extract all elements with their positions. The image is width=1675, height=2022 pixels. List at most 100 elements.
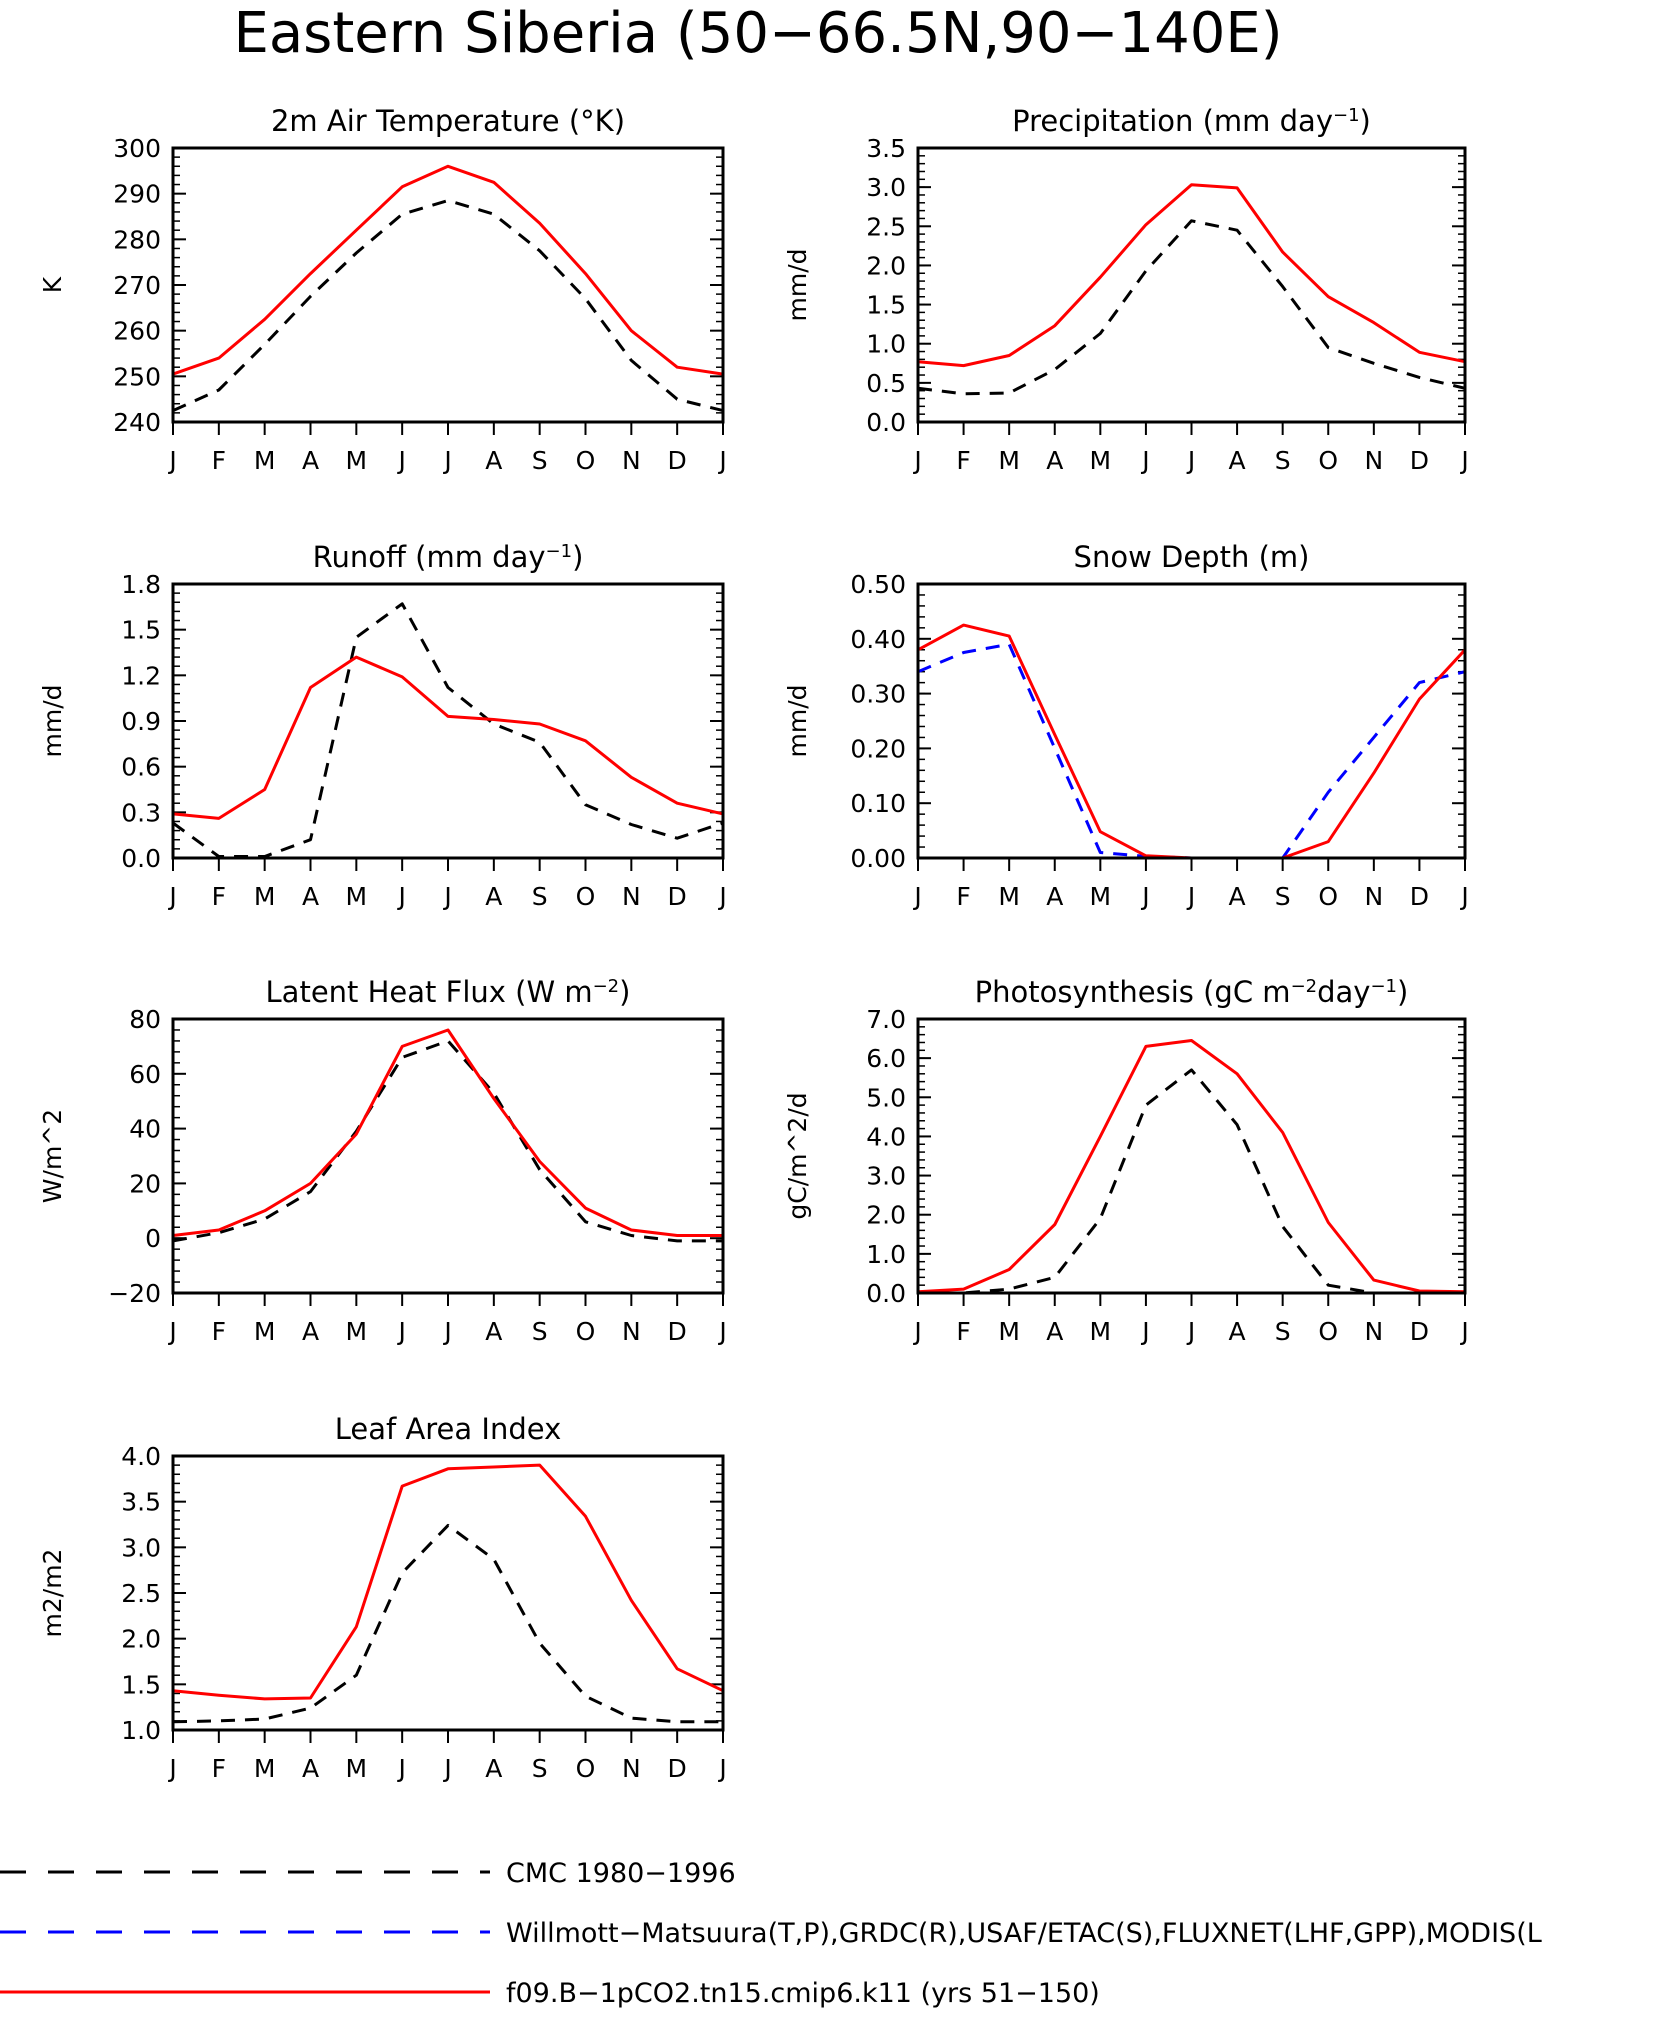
panel-photosynthesis: Photosynthesis (gC m−2day−1) gC/m^2/d 0.0 1… <box>783 975 1469 1346</box>
y-tick-label: 250 <box>113 362 161 391</box>
x-tick-label: J <box>1186 882 1195 911</box>
y-tick-label: 1.8 <box>121 570 161 599</box>
y-tick-label: 0.40 <box>850 625 906 654</box>
y-tick-label: 1.5 <box>866 291 906 320</box>
x-tick-label: A <box>1046 446 1063 475</box>
x-tick-label: D <box>668 446 687 475</box>
x-tick-label: M <box>346 882 368 911</box>
panel-title: Runoff (mm day−1) <box>313 540 584 574</box>
x-tick-label: J <box>442 882 451 911</box>
x-tick-label: N <box>622 1754 641 1783</box>
x-tick-label: J <box>912 446 921 475</box>
x-tick-label: S <box>1275 882 1291 911</box>
y-tick-label: 2.0 <box>866 1201 906 1230</box>
y-tick-label: 80 <box>129 1005 161 1034</box>
x-tick-label: F <box>212 1754 226 1783</box>
y-axis-label: mm/d <box>38 685 67 758</box>
y-tick-label: 0.0 <box>866 1279 906 1308</box>
x-tick-label: O <box>1318 882 1338 911</box>
y-tick-label: 1.5 <box>121 616 161 645</box>
x-tick-label: J <box>442 1317 451 1346</box>
series-line-model <box>917 1039 1466 1294</box>
y-tick-label: 290 <box>113 180 161 209</box>
x-tick-label: J <box>396 1754 405 1783</box>
x-tick-label: J <box>167 1317 176 1346</box>
x-tick-label: O <box>576 446 596 475</box>
y-axis-label: m2/m2 <box>38 1549 67 1638</box>
y-tick-label: 1.0 <box>866 1240 906 1269</box>
x-tick-label: J <box>717 882 726 911</box>
x-tick-label: A <box>1046 882 1063 911</box>
y-tick-label: 0.5 <box>866 369 906 398</box>
x-tick-label: F <box>212 882 226 911</box>
y-tick-label: −20 <box>108 1279 161 1308</box>
x-tick-label: N <box>1364 882 1383 911</box>
panels: 2m Air Temperature (°K) K 240 250 260 270 280 2… <box>38 104 1469 1783</box>
x-tick-label: A <box>1229 882 1246 911</box>
x-tick-label: J <box>396 882 405 911</box>
x-tick-label: D <box>668 1754 687 1783</box>
x-tick-label: D <box>668 882 687 911</box>
series-line-model <box>172 1028 723 1237</box>
x-tick-label: M <box>998 1317 1020 1346</box>
panel-title-superscript: −1 <box>1370 976 1397 997</box>
legend-label-cmc: CMC 1980−1996 <box>506 1858 736 1889</box>
y-tick-label: 260 <box>113 317 161 346</box>
y-tick-label: 20 <box>129 1169 161 1198</box>
x-tick-label: F <box>956 882 970 911</box>
y-tick-label: 0.0 <box>866 408 906 437</box>
x-tick-label: O <box>1318 1317 1338 1346</box>
series-line-cmc <box>172 602 724 858</box>
y-tick-label: 270 <box>113 271 161 300</box>
figure-title: Eastern Siberia (50−66.5N,90−140E) <box>233 1 1282 66</box>
y-tick-label: 240 <box>113 408 161 437</box>
y-tick-label: 4.0 <box>121 1442 161 1471</box>
x-tick-label: A <box>485 1754 502 1783</box>
panel-title: Photosynthesis (gC m−2day−1) <box>975 975 1409 1009</box>
x-tick-label: J <box>717 446 726 475</box>
y-tick-label: 5.0 <box>866 1083 906 1112</box>
x-tick-label: M <box>254 1754 276 1783</box>
series-line-model <box>917 623 1467 860</box>
plot-frame <box>916 146 1467 424</box>
x-tick-label: M <box>254 882 276 911</box>
x-tick-label: S <box>532 1754 548 1783</box>
panel-title: Precipitation (mm day−1) <box>1012 104 1371 138</box>
x-tick-label: F <box>212 1317 226 1346</box>
y-tick-label: 0.10 <box>850 789 906 818</box>
series-line-model <box>917 183 1466 368</box>
series-line-cmc <box>172 1523 723 1724</box>
y-tick-label: 2.5 <box>866 212 906 241</box>
x-tick-label: D <box>1410 1317 1429 1346</box>
y-tick-label: 2.0 <box>121 1625 161 1654</box>
x-tick-label: N <box>622 882 641 911</box>
x-tick-label: A <box>1229 1317 1246 1346</box>
x-tick-label: M <box>254 446 276 475</box>
panel-leaf-area-index: Leaf Area Index m2/m2 1.0 1.5 2.0 2.5 3.0 3.5 4.… <box>38 1412 727 1783</box>
panel-title-part: ) <box>1397 975 1408 1009</box>
series-line-model <box>172 1463 724 1701</box>
x-tick-label: S <box>1275 446 1291 475</box>
x-tick-label: J <box>167 1754 176 1783</box>
x-tick-label: J <box>717 1317 726 1346</box>
y-tick-label: 0.00 <box>850 844 906 873</box>
x-tick-label: A <box>1229 446 1246 475</box>
y-tick-label: 60 <box>129 1060 161 1089</box>
y-tick-label: 0.50 <box>850 570 906 599</box>
y-tick-label: 300 <box>113 134 161 163</box>
y-tick-label: 3.5 <box>121 1488 161 1517</box>
x-tick-label: O <box>576 882 596 911</box>
x-tick-label: A <box>1046 1317 1063 1346</box>
x-tick-label: M <box>1090 1317 1112 1346</box>
x-tick-label: O <box>576 1754 596 1783</box>
series-line-cmc <box>172 199 724 413</box>
x-tick-label: F <box>956 446 970 475</box>
y-tick-label: 0.30 <box>850 680 906 709</box>
panel-title: 2m Air Temperature (°K) <box>271 104 625 138</box>
x-tick-label: N <box>622 1317 641 1346</box>
series-line-willmott <box>917 642 1466 860</box>
plot-frame <box>916 582 1467 860</box>
x-tick-label: J <box>1140 1317 1149 1346</box>
x-tick-label: S <box>1275 1317 1291 1346</box>
